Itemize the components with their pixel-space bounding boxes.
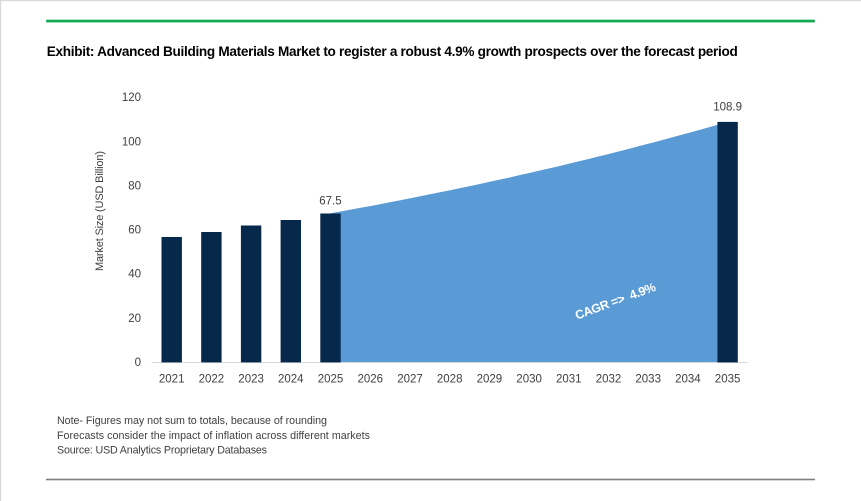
svg-text:40: 40 — [128, 269, 141, 281]
svg-text:2030: 2030 — [516, 373, 542, 385]
svg-text:80: 80 — [128, 181, 141, 193]
svg-text:0: 0 — [135, 357, 141, 369]
svg-text:2026: 2026 — [358, 373, 384, 385]
svg-text:Source: USD Analytics Propriet: Source: USD Analytics Proprietary Databa… — [57, 445, 267, 457]
svg-text:Market Size (USD Billion): Market Size (USD Billion) — [94, 151, 106, 271]
svg-text:2033: 2033 — [635, 373, 661, 385]
svg-text:2022: 2022 — [199, 373, 225, 385]
svg-text:2021: 2021 — [159, 373, 185, 385]
svg-text:2023: 2023 — [238, 373, 264, 385]
svg-text:2028: 2028 — [437, 373, 463, 385]
svg-text:2024: 2024 — [278, 373, 304, 385]
svg-text:2032: 2032 — [596, 373, 622, 385]
svg-text:2035: 2035 — [715, 373, 741, 385]
svg-text:2031: 2031 — [556, 373, 582, 385]
svg-text:Forecasts consider the impact: Forecasts consider the impact of inflati… — [57, 430, 370, 442]
svg-text:2027: 2027 — [397, 373, 423, 385]
svg-text:Note- Figures may not sum to t: Note- Figures may not sum to totals, bec… — [57, 415, 327, 427]
svg-text:2029: 2029 — [477, 373, 503, 385]
svg-text:Exhibit: Advanced Building Mat: Exhibit: Advanced Building Materials Mar… — [47, 44, 738, 59]
svg-text:2034: 2034 — [675, 373, 701, 385]
svg-text:2025: 2025 — [318, 373, 344, 385]
svg-text:20: 20 — [128, 313, 141, 325]
svg-text:67.5: 67.5 — [319, 195, 341, 207]
svg-text:120: 120 — [122, 92, 141, 104]
svg-text:100: 100 — [122, 136, 141, 148]
svg-text:60: 60 — [128, 225, 141, 237]
svg-text:108.9: 108.9 — [713, 102, 742, 114]
